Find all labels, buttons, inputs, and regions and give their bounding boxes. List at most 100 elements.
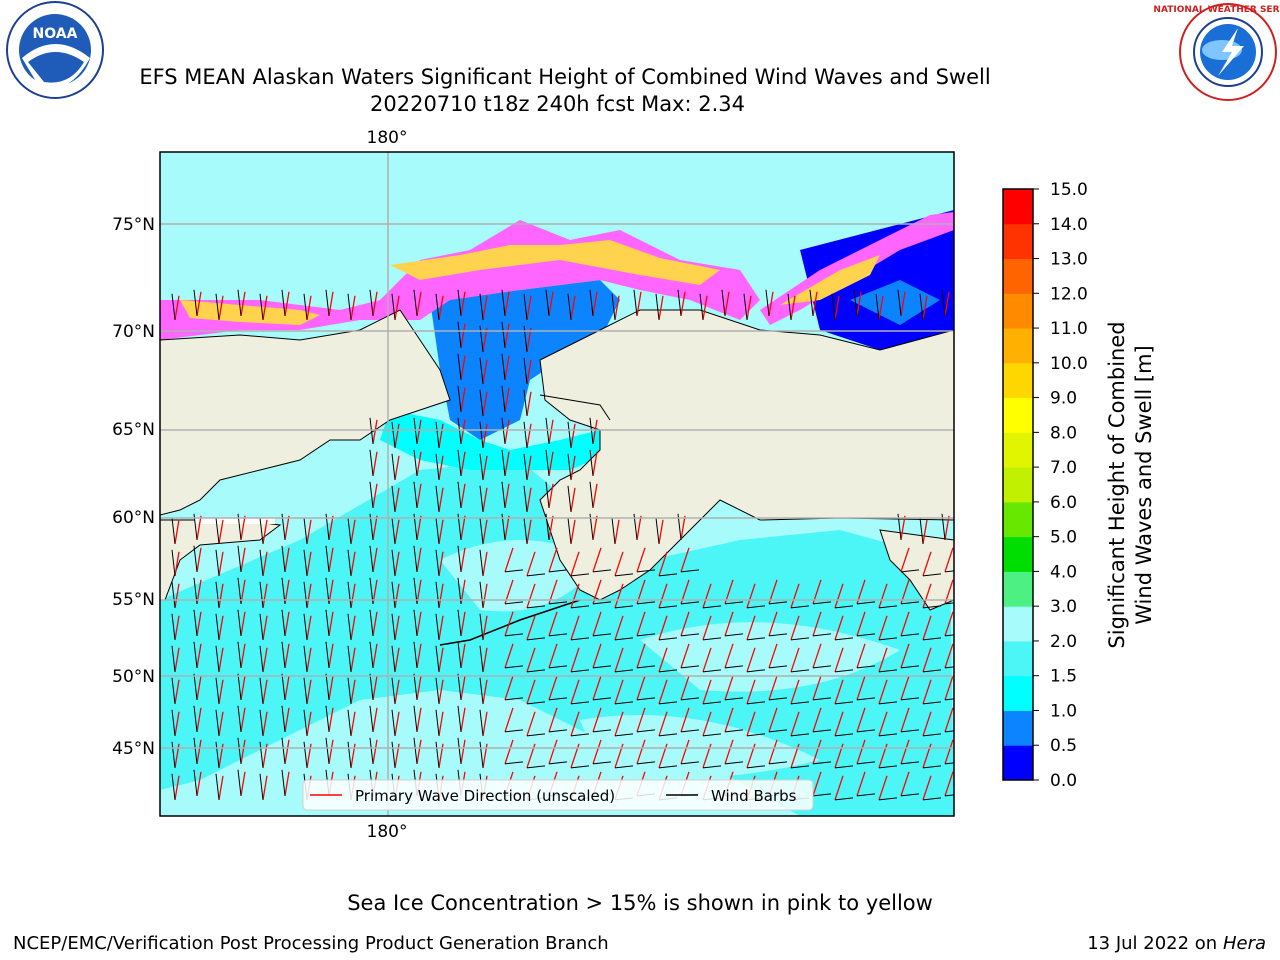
wind-barb <box>636 761 656 765</box>
lat-label-55: 55°N <box>112 590 155 610</box>
nws-logo-text: NATIONAL WEATHER SERVICE <box>1153 5 1280 15</box>
colorbar-label-line-1: Significant Height of Combined <box>1105 321 1129 648</box>
wind-barb <box>303 549 308 576</box>
wave-arrow <box>900 739 910 765</box>
wind-barb <box>523 453 528 480</box>
wave-arrow <box>812 611 822 637</box>
wind-barb <box>831 293 836 320</box>
wind-barb <box>259 773 264 800</box>
wind-barb <box>369 545 374 572</box>
wind-barb <box>435 645 440 672</box>
wave-arrow <box>812 739 822 765</box>
wave-arrow <box>416 707 422 732</box>
wave-arrow <box>834 679 844 705</box>
wind-barb <box>570 637 590 641</box>
wave-arrow <box>702 647 712 673</box>
wind-barb <box>457 705 462 732</box>
wave-arrow <box>944 515 950 540</box>
wind-barb <box>768 601 788 605</box>
wind-barb <box>391 549 396 576</box>
colorbar-segment <box>1003 397 1033 433</box>
wind-barb <box>526 701 546 705</box>
wave-arrow <box>768 739 778 765</box>
wave-arrow <box>526 391 532 416</box>
sea-ice-note: Sea Ice Concentration > 15% is shown in … <box>347 891 933 915</box>
wave-arrow <box>548 419 554 444</box>
wave-arrow <box>702 295 708 320</box>
wave-arrow <box>658 583 668 609</box>
wave-arrow <box>262 583 268 608</box>
wind-barb <box>658 701 678 705</box>
wave-arrow <box>834 583 844 609</box>
wave-arrow <box>482 359 488 384</box>
wave-arrow <box>746 615 756 641</box>
wind-barb <box>922 733 942 737</box>
wind-barb <box>790 605 810 609</box>
wave-arrow <box>416 547 422 572</box>
wind-barb <box>724 697 744 701</box>
colorbar-tick-label: 0.0 <box>1050 771 1077 791</box>
wind-barb <box>768 665 788 669</box>
wind-barb <box>900 665 920 669</box>
colorbar-tick-label: 10.0 <box>1050 354 1088 374</box>
wave-arrow <box>394 679 400 704</box>
wave-arrow <box>614 583 624 609</box>
wave-arrow <box>812 291 818 316</box>
wave-arrow <box>900 643 910 669</box>
wave-arrow <box>218 711 224 736</box>
wave-arrow <box>834 647 844 673</box>
wave-arrow <box>482 423 488 448</box>
wave-arrow <box>174 615 180 640</box>
lat-label-45: 45°N <box>112 739 155 759</box>
wave-arrow <box>812 675 822 701</box>
wind-barb <box>944 602 954 605</box>
wind-barb <box>856 665 876 669</box>
wind-barb <box>479 421 484 448</box>
wind-barb <box>526 733 546 737</box>
wave-arrow <box>526 519 532 544</box>
wave-arrow <box>658 679 668 705</box>
wind-barb <box>237 769 242 796</box>
wave-arrow <box>702 679 712 705</box>
wind-barb <box>259 517 264 544</box>
wind-barb <box>545 449 550 476</box>
wave-arrow <box>372 483 378 508</box>
wave-arrow <box>350 551 356 576</box>
wind-barb <box>922 573 942 577</box>
wave-arrow <box>394 487 400 512</box>
wave-arrow <box>372 419 378 444</box>
wave-arrow <box>900 707 910 733</box>
wave-arrow <box>768 643 778 669</box>
wave-arrow <box>482 647 488 672</box>
legend-wave-label: Primary Wave Direction (unscaled) <box>355 787 615 805</box>
wave-arrow <box>856 611 866 637</box>
wind-barb <box>369 449 374 476</box>
lat-labels: 75°N 70°N 65°N 60°N 55°N 50°N 45°N <box>112 215 155 759</box>
wind-barb <box>391 485 396 512</box>
colorbar-tick-label: 1.0 <box>1050 701 1077 721</box>
wave-arrow <box>240 771 246 796</box>
wind-barb <box>768 761 788 765</box>
wind-barb <box>856 601 876 605</box>
wave-arrow <box>394 455 400 480</box>
wave-arrow <box>218 551 224 576</box>
wave-arrow <box>372 675 378 700</box>
wave-arrow <box>658 551 668 577</box>
colorbar-tick-label: 11.0 <box>1050 319 1088 339</box>
wave-arrow <box>680 291 686 316</box>
wave-arrow <box>944 707 954 733</box>
wind-barb <box>768 697 788 701</box>
wind-barb <box>592 729 612 733</box>
wave-arrow <box>306 583 312 608</box>
wave-arrow <box>196 771 202 796</box>
wind-barb <box>765 289 770 316</box>
wind-barb <box>281 737 286 764</box>
wind-barb <box>413 641 418 668</box>
wave-arrow <box>196 643 202 668</box>
wave-arrow <box>196 291 202 316</box>
wind-barb <box>479 293 484 320</box>
wave-arrow <box>350 679 356 704</box>
wind-barb <box>501 321 506 348</box>
wave-arrow <box>350 295 356 320</box>
wave-arrow <box>724 739 734 765</box>
